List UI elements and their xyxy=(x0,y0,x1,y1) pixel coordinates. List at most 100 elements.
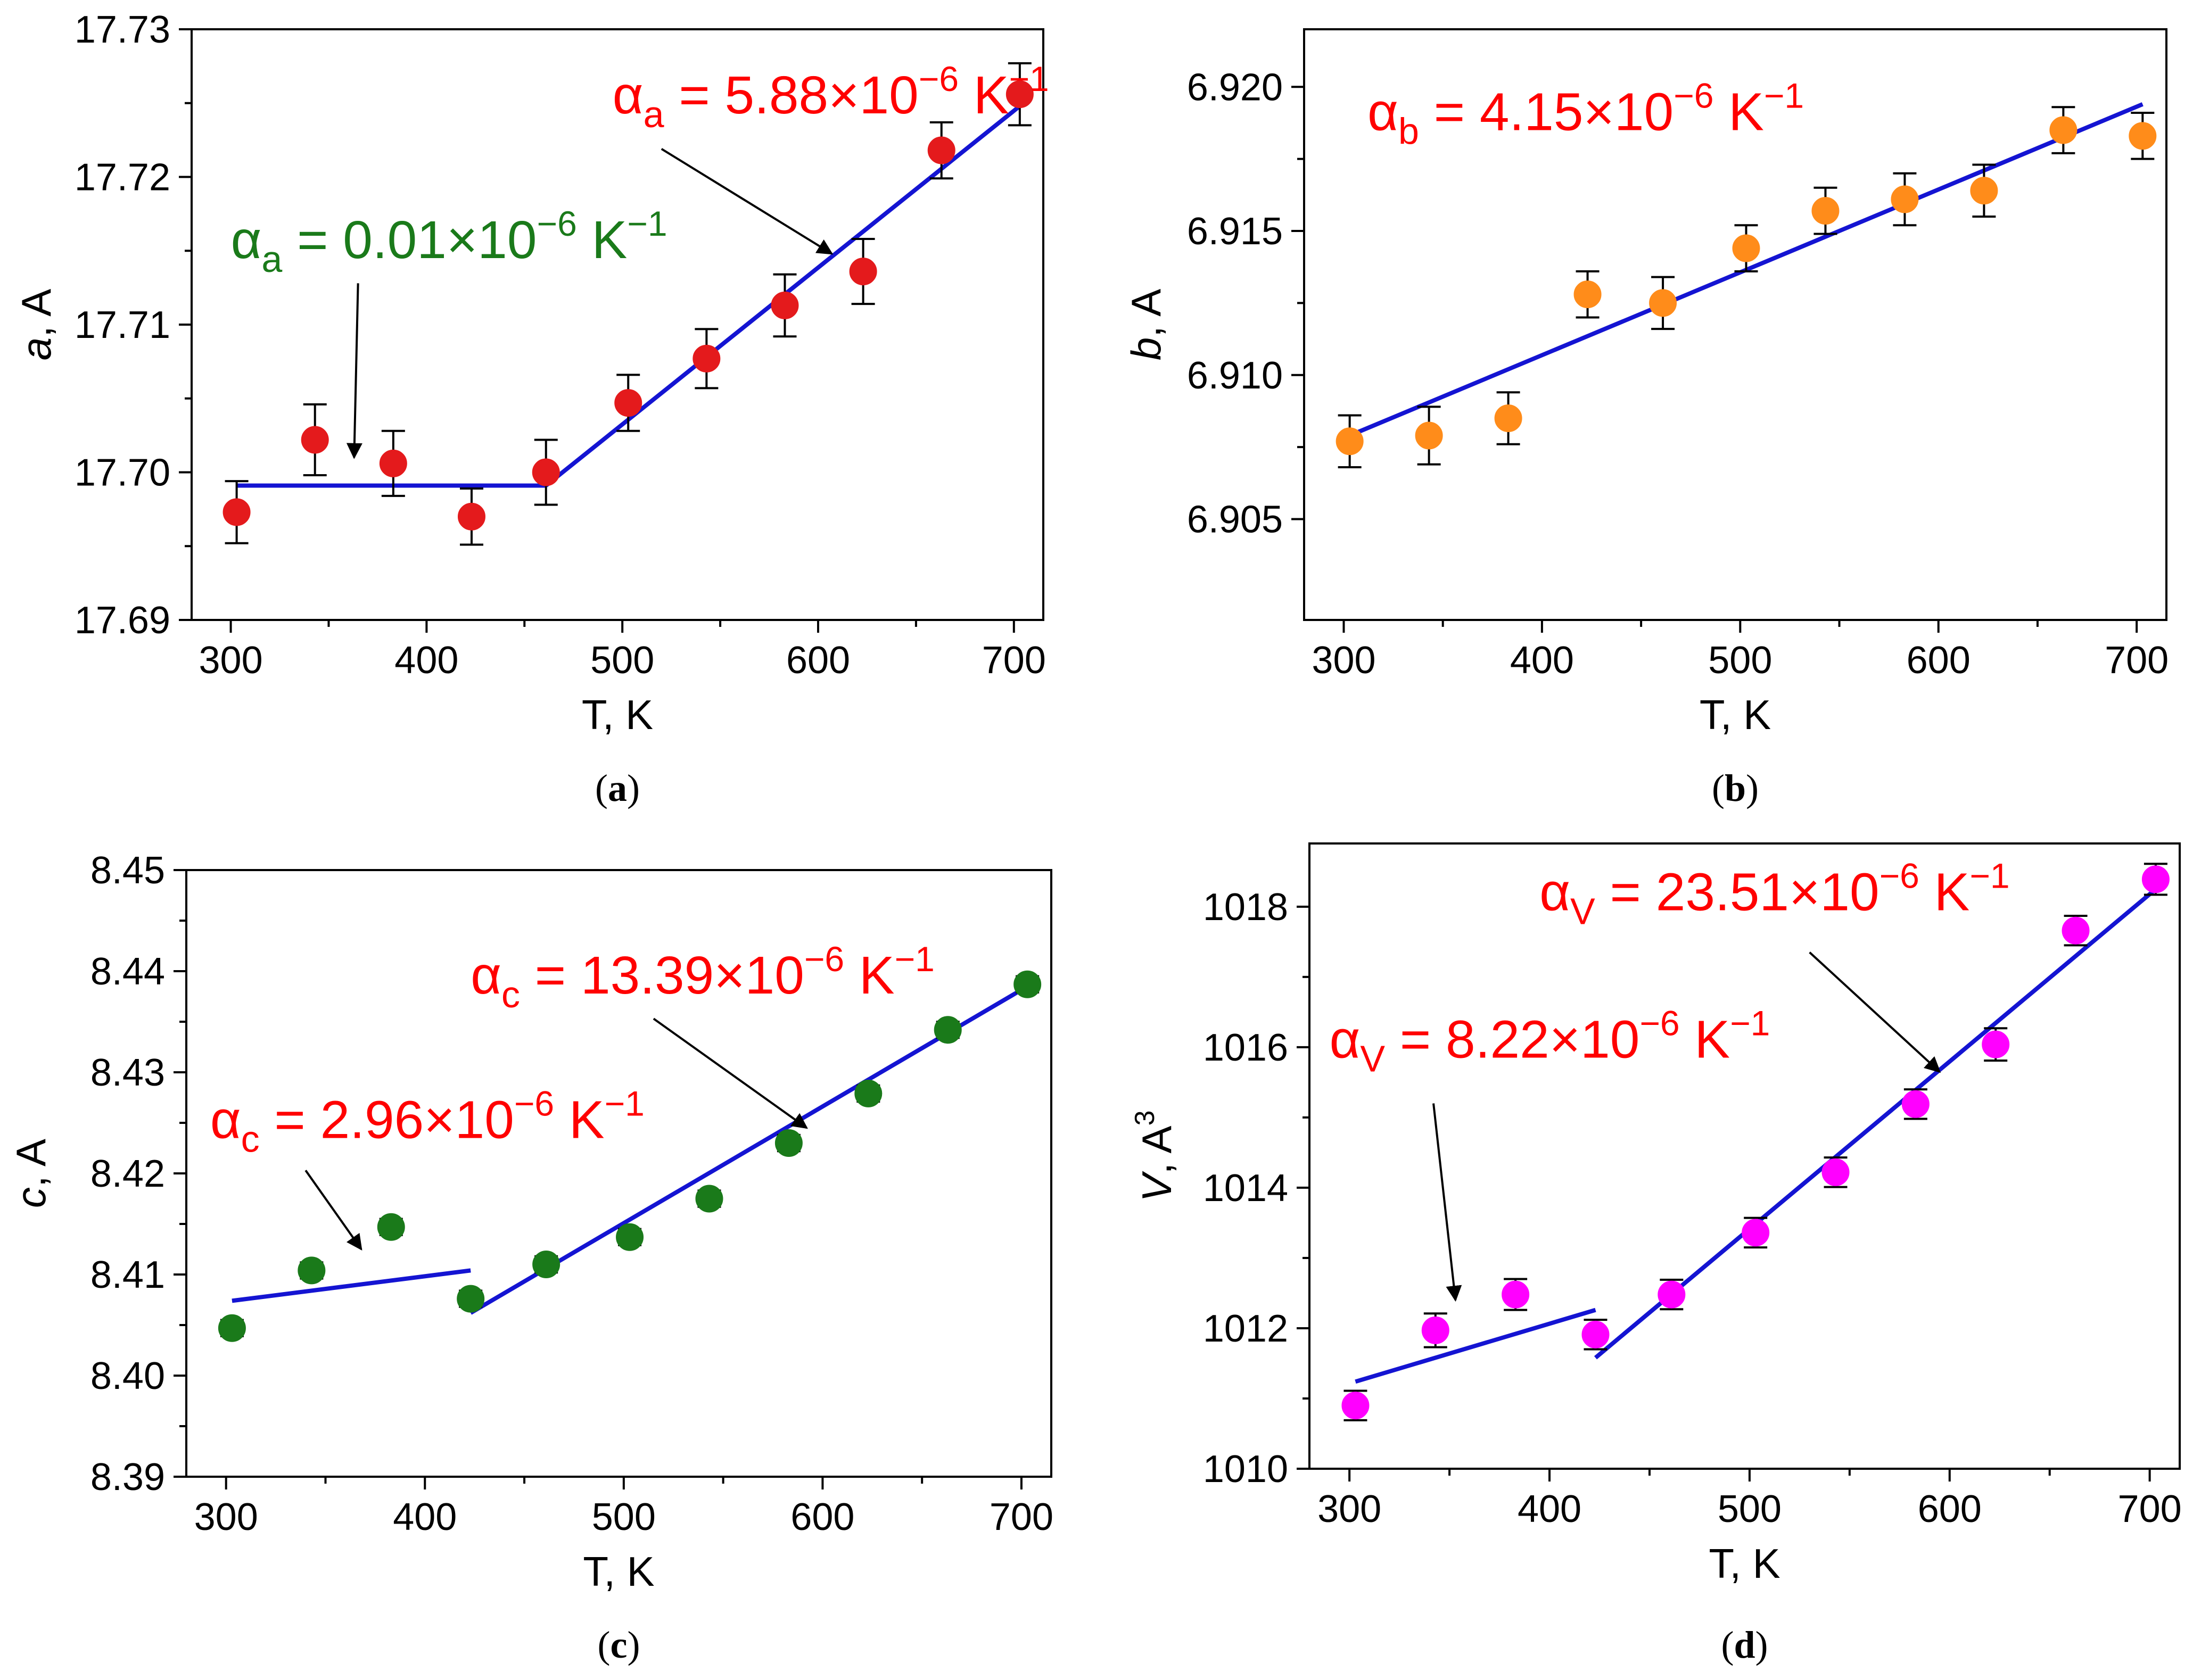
data-point xyxy=(1421,1316,1449,1344)
coefficient-unit: K xyxy=(1713,82,1763,142)
x-tick-label: 400 xyxy=(1510,639,1574,682)
x-tick-label: 400 xyxy=(393,1496,457,1538)
y-axis-unit: , A xyxy=(7,1139,54,1187)
coefficient-value: = 8.22×10 xyxy=(1385,1010,1639,1070)
fit-line xyxy=(1594,887,2157,1360)
x-tick-label: 500 xyxy=(590,639,654,682)
y-axis-variable: V xyxy=(1133,1171,1180,1202)
x-tick-label: 600 xyxy=(790,1496,854,1538)
y-tick-label: 8.45 xyxy=(90,849,165,892)
y-tick-label: 17.72 xyxy=(75,156,170,199)
y-axis-unit: , A xyxy=(1123,289,1169,337)
plot-frame xyxy=(1303,28,2167,621)
coefficient-value: = 23.51×10 xyxy=(1595,862,1879,922)
data-point xyxy=(218,1314,246,1342)
x-tick-label: 300 xyxy=(1312,639,1375,682)
panel-caption: (b) xyxy=(1712,767,1759,809)
y-axis-label: b, A xyxy=(1123,289,1169,360)
y-tick-label: 8.44 xyxy=(90,950,165,993)
coefficient-unit-exponent: −1 xyxy=(1009,59,1049,98)
x-tick-label: 400 xyxy=(1518,1488,1581,1530)
data-point xyxy=(1732,234,1760,262)
alpha-subscript: c xyxy=(241,1119,260,1160)
x-axis-label: T, K xyxy=(1709,1540,1780,1587)
coefficient-unit: K xyxy=(554,1090,604,1150)
coefficient-annotation: αa = 0.01×10−6 K−1 xyxy=(231,204,667,280)
alpha-symbol: α xyxy=(613,65,644,125)
data-point xyxy=(1341,1392,1370,1420)
coefficient-exponent: −6 xyxy=(514,1084,554,1123)
coefficient-annotation: αc = 13.39×10−6 K−1 xyxy=(471,939,935,1015)
alpha-symbol: α xyxy=(471,946,501,1005)
coefficient-value: = 13.39×10 xyxy=(520,946,804,1005)
data-point xyxy=(1982,1030,2010,1058)
y-tick-label: 1010 xyxy=(1203,1448,1288,1491)
panel-caption-letter: c xyxy=(611,1624,628,1666)
fit-line xyxy=(469,984,1029,1315)
y-tick-label: 8.40 xyxy=(90,1355,165,1397)
y-axis-variable: a xyxy=(13,337,60,360)
y-axis-variable: b xyxy=(1123,337,1169,360)
coefficient-unit-exponent: −1 xyxy=(1764,76,1804,115)
coefficient-unit-exponent: −1 xyxy=(1730,1004,1770,1043)
coefficient-unit-exponent: −1 xyxy=(605,1084,645,1123)
y-tick-label: 6.915 xyxy=(1187,210,1283,253)
x-tick-label: 600 xyxy=(1918,1488,1982,1530)
alpha-symbol: α xyxy=(231,210,262,270)
data-point xyxy=(532,1251,560,1278)
data-point xyxy=(1415,421,1443,450)
y-tick-label: 8.43 xyxy=(90,1052,165,1094)
data-point xyxy=(927,136,955,164)
data-point xyxy=(849,258,877,286)
data-point xyxy=(222,498,251,526)
y-axis-unit: , A xyxy=(1133,1125,1180,1174)
data-point xyxy=(1901,1090,1930,1118)
y-tick-label: 1016 xyxy=(1203,1027,1288,1069)
data-point xyxy=(2062,916,2090,945)
data-point xyxy=(854,1079,883,1107)
data-point xyxy=(1005,80,1034,109)
x-tick-label: 700 xyxy=(2105,639,2169,682)
coefficient-unit: K xyxy=(1919,862,1969,922)
fit-line xyxy=(1355,1307,1596,1384)
annotation-arrow xyxy=(661,148,834,255)
alpha-subscript: a xyxy=(644,94,664,135)
coefficient-unit: K xyxy=(577,210,627,270)
y-axis-unit-exponent: 3 xyxy=(1130,1110,1160,1125)
data-point xyxy=(1581,1320,1610,1348)
coefficient-annotation: αV = 23.51×10−6 K−1 xyxy=(1539,856,2009,932)
x-axis-label: T, K xyxy=(583,1548,654,1595)
coefficient-unit-exponent: −1 xyxy=(627,204,667,243)
data-point xyxy=(1336,427,1364,456)
alpha-subscript: c xyxy=(501,974,520,1015)
data-point xyxy=(934,1016,962,1044)
data-point xyxy=(1658,1280,1686,1309)
alpha-subscript: a xyxy=(261,238,282,280)
data-point xyxy=(1494,404,1522,432)
coefficient-exponent: −6 xyxy=(537,204,577,243)
panel-caption-letter: d xyxy=(1734,1624,1755,1666)
y-tick-label: 17.71 xyxy=(75,304,170,346)
y-tick-label: 6.905 xyxy=(1187,498,1283,541)
x-tick-label: 500 xyxy=(592,1496,656,1538)
data-point xyxy=(1502,1280,1530,1309)
y-tick-label: 1018 xyxy=(1203,886,1288,929)
y-axis-label: V, A3 xyxy=(1130,1110,1180,1202)
annotation-arrow xyxy=(1809,951,1941,1073)
x-tick-label: 500 xyxy=(1708,639,1772,682)
panel-a: 300 400 500 600 700 17.69 17.70 17.71 17.72 17.73… xyxy=(13,9,1049,809)
coefficient-unit: K xyxy=(844,946,894,1005)
y-tick-label: 17.69 xyxy=(75,599,170,642)
coefficient-exponent: −6 xyxy=(1674,76,1713,115)
x-tick-label: 600 xyxy=(1907,639,1971,682)
data-point xyxy=(457,1285,485,1313)
data-point xyxy=(1573,280,1602,309)
data-point xyxy=(1811,197,1840,225)
coefficient-exponent: −6 xyxy=(804,939,844,979)
y-tick-label: 17.70 xyxy=(75,452,170,494)
annotation-arrow xyxy=(304,1170,362,1251)
panel-caption-letter: b xyxy=(1725,767,1746,809)
x-tick-label: 600 xyxy=(786,639,850,682)
data-point xyxy=(1970,177,1998,205)
data-point xyxy=(379,449,407,477)
